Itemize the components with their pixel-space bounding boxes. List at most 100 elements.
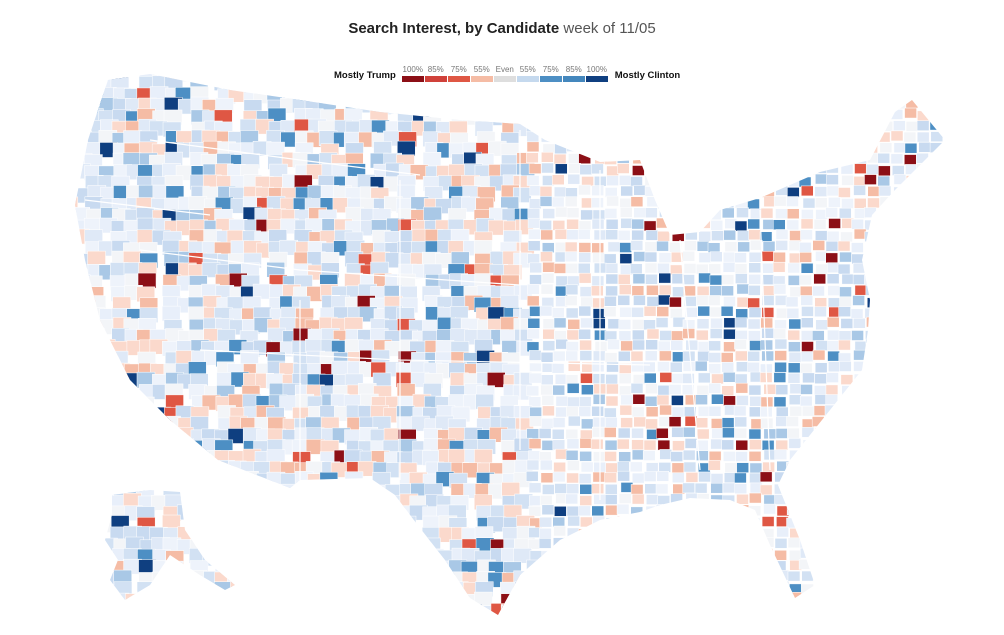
- county: [100, 352, 119, 368]
- county: [658, 592, 671, 604]
- county: [672, 570, 685, 582]
- county: [241, 548, 260, 564]
- county: [813, 273, 826, 285]
- county: [889, 196, 903, 208]
- county: [606, 165, 619, 177]
- county: [958, 297, 970, 307]
- county: [125, 407, 144, 424]
- county: [604, 439, 618, 451]
- county: [176, 461, 195, 477]
- county: [865, 572, 879, 583]
- county: [581, 549, 594, 561]
- county: [617, 570, 631, 582]
- county: [917, 549, 931, 560]
- county: [386, 538, 405, 555]
- county: [761, 295, 775, 306]
- county: [815, 581, 829, 593]
- county: [945, 132, 957, 142]
- county: [580, 461, 594, 473]
- county: [708, 383, 721, 394]
- county: [592, 308, 606, 319]
- county: [851, 538, 865, 549]
- county: [811, 416, 825, 427]
- county: [551, 196, 565, 208]
- county: [83, 560, 103, 577]
- state-borders: [84, 130, 771, 500]
- county: [422, 97, 441, 113]
- county: [724, 462, 738, 474]
- county: [879, 208, 893, 219]
- county: [657, 605, 671, 615]
- county: [763, 131, 776, 142]
- county: [541, 152, 554, 163]
- county: [956, 527, 968, 537]
- county: [345, 528, 364, 544]
- county: [592, 416, 606, 428]
- county: [240, 471, 259, 487]
- county: [838, 438, 851, 449]
- county: [943, 547, 945, 559]
- county: [644, 241, 658, 252]
- county: [812, 516, 826, 527]
- county: [136, 460, 155, 476]
- county: [696, 450, 709, 461]
- county: [931, 415, 945, 427]
- county: [188, 471, 208, 488]
- county: [852, 594, 865, 606]
- county: [526, 121, 539, 133]
- county: [165, 616, 183, 631]
- county: [528, 396, 542, 407]
- county: [879, 461, 893, 472]
- legend-swatch: 100%: [585, 65, 608, 82]
- county: [736, 361, 749, 372]
- county: [607, 550, 620, 561]
- legend-swatch: 75%: [539, 65, 562, 82]
- county: [553, 537, 566, 548]
- county: [825, 240, 839, 252]
- county: [136, 439, 155, 455]
- county: [503, 108, 522, 125]
- county: [711, 373, 724, 385]
- county: [75, 417, 78, 433]
- county: [893, 495, 906, 506]
- county: [696, 132, 710, 143]
- county: [865, 164, 879, 175]
- county: [841, 393, 854, 405]
- county: [814, 603, 827, 615]
- county: [410, 85, 429, 102]
- county: [737, 230, 750, 241]
- county: [734, 416, 747, 428]
- county: [760, 339, 773, 351]
- county: [293, 569, 313, 586]
- county: [645, 207, 658, 218]
- county: [815, 450, 829, 461]
- county: [695, 186, 708, 198]
- county: [671, 406, 685, 418]
- county: [931, 263, 945, 275]
- county: [216, 74, 235, 80]
- legend-swatch: Even: [493, 65, 516, 82]
- county: [864, 108, 878, 119]
- county: [866, 472, 879, 484]
- county: [917, 539, 930, 550]
- county: [306, 483, 325, 499]
- county: [279, 560, 299, 576]
- county: [541, 394, 555, 406]
- county: [736, 395, 749, 406]
- county: [633, 251, 646, 262]
- county: [878, 327, 891, 339]
- county: [865, 352, 879, 363]
- county: [581, 537, 594, 549]
- county: [838, 140, 852, 152]
- county: [684, 296, 697, 307]
- county: [827, 547, 840, 559]
- county: [747, 297, 760, 309]
- county: [334, 594, 354, 611]
- county: [892, 341, 905, 353]
- county: [604, 472, 617, 483]
- county: [737, 241, 750, 253]
- county: [553, 186, 567, 198]
- county: [880, 121, 894, 132]
- county: [529, 406, 542, 418]
- county: [813, 559, 827, 571]
